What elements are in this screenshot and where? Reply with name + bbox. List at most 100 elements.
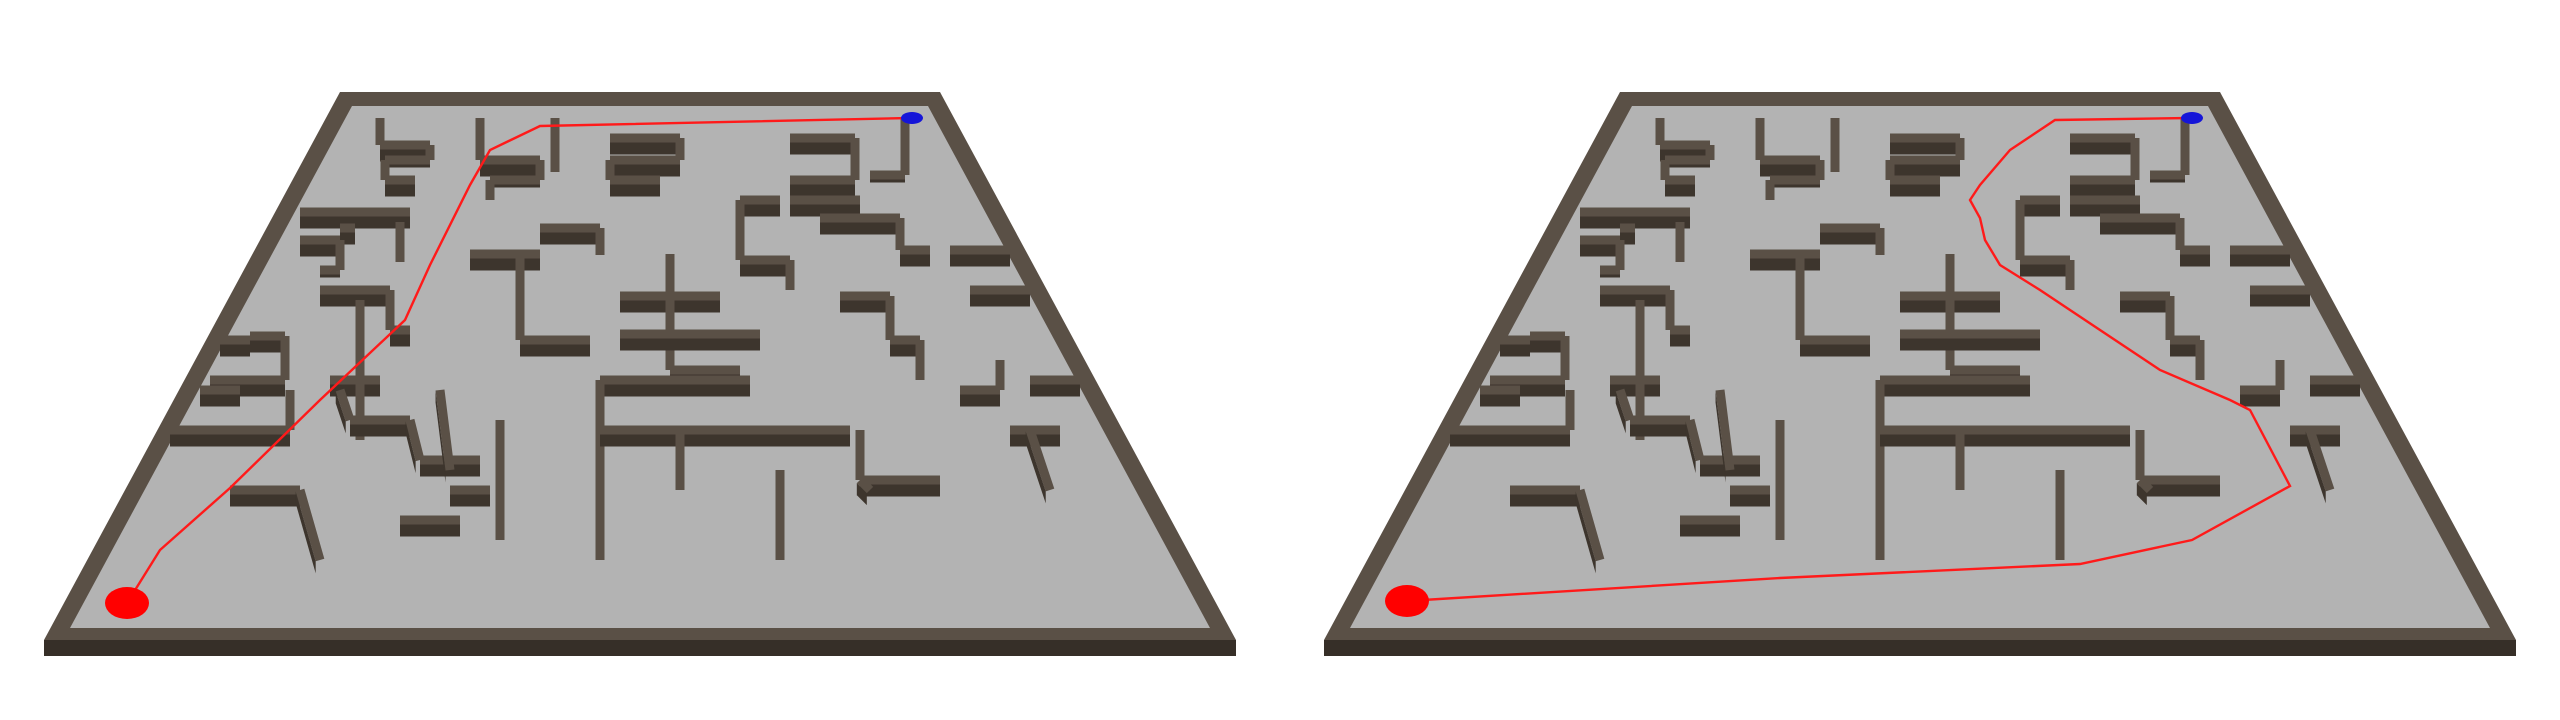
maze-wall	[335, 388, 355, 422]
maze-wall	[1755, 118, 1765, 160]
maze-wall	[1890, 133, 1960, 143]
maze-wall	[470, 249, 540, 259]
maze-wall	[2100, 213, 2180, 223]
maze-wall	[610, 175, 660, 185]
maze-wall	[300, 235, 340, 245]
maze-wall-side	[1520, 434, 1570, 447]
maze-wall	[856, 476, 874, 494]
maze-wall-side	[450, 494, 490, 507]
maze-wall-side	[470, 258, 540, 271]
maze-wall-side	[790, 142, 855, 155]
maze-wall	[1500, 335, 1530, 345]
maze-wall-side	[1800, 344, 1870, 357]
maze-wall	[2170, 335, 2200, 345]
maze-wall-side	[2250, 294, 2310, 307]
maze-wall	[1580, 207, 1690, 217]
maze-wall	[435, 389, 455, 471]
start-marker	[1385, 585, 1429, 617]
maze-wall	[950, 245, 1010, 255]
maze-wall-side	[385, 184, 415, 197]
maze-wall	[2070, 133, 2135, 143]
maze-wall	[1875, 228, 1885, 255]
maze-wall	[1680, 515, 1740, 525]
maze-wall	[390, 325, 410, 335]
maze-wall-side	[2310, 384, 2360, 397]
maze-wall	[405, 418, 425, 462]
maze-wall	[1620, 223, 1635, 233]
maze-wall-side	[1760, 164, 1820, 177]
maze-wall	[1530, 331, 1565, 341]
maze-wall	[1025, 428, 1055, 492]
maze-wall	[2136, 476, 2154, 494]
maze-wall-side	[2136, 483, 2147, 506]
maze-wall	[1885, 160, 1895, 180]
maze-wall	[2180, 245, 2210, 255]
maze-wall	[1750, 249, 1820, 259]
maze-wall-side	[2170, 344, 2200, 357]
maze-wall	[170, 425, 240, 435]
maze-wall	[785, 260, 795, 290]
maze-wall	[2240, 385, 2280, 395]
solution-path	[1406, 116, 2292, 603]
maze-wall-side	[350, 424, 410, 437]
maze-wall	[840, 291, 890, 301]
maze-wall-side	[320, 294, 390, 307]
maze-wall	[1480, 385, 1520, 395]
maze-wall-side	[1680, 524, 1740, 537]
maze-wall	[2020, 195, 2060, 205]
maze-wall-side	[540, 232, 600, 245]
maze-wall	[1670, 325, 1690, 335]
maze-wall-side	[1820, 232, 1880, 245]
maze-wall	[970, 285, 1030, 295]
maze-wall	[375, 118, 385, 145]
maze-wall-side	[1600, 294, 1670, 307]
maze-wall-side	[600, 434, 850, 447]
maze-wall	[1565, 390, 1575, 430]
maze-wall	[620, 329, 760, 339]
maze-wall-side	[420, 464, 480, 477]
maze-walls	[1450, 118, 2360, 574]
solution-path	[125, 116, 911, 604]
maze-wall	[2135, 430, 2145, 480]
maze-wall	[675, 430, 685, 490]
maze-wall	[870, 170, 905, 180]
maze-wall	[1880, 375, 2030, 385]
maze-wall	[1875, 380, 1885, 560]
maze-wall	[475, 118, 485, 160]
maze-wall	[2070, 195, 2140, 205]
maze-wall-side	[2100, 222, 2180, 235]
maze-wall	[820, 213, 900, 223]
maze-wall-side	[620, 338, 760, 351]
maze-wall	[895, 218, 905, 250]
maze-wall-side	[1025, 431, 1046, 504]
maze-wall	[1660, 140, 1710, 150]
goal-marker	[2181, 112, 2203, 124]
maze-wall	[395, 222, 405, 262]
maze-wall-side	[1630, 424, 1690, 437]
maze-wall	[495, 420, 505, 540]
maze-wall	[900, 245, 930, 255]
maze-wall	[2020, 255, 2070, 265]
maze-wall	[1630, 415, 1690, 425]
maze-wall	[900, 118, 910, 175]
maze-wall	[1615, 388, 1635, 422]
goal-marker	[901, 112, 923, 124]
maze-wall-side	[2070, 184, 2135, 197]
maze-wall-side	[740, 204, 780, 217]
maze-wall	[1665, 155, 1710, 165]
maze-wall	[1010, 425, 1060, 435]
maze-wall	[665, 254, 675, 370]
maze-wall	[1730, 485, 1770, 495]
maze-wall-side	[2240, 394, 2280, 407]
maze-wall	[515, 254, 525, 340]
maze-wall-side	[2305, 431, 2326, 504]
maze-wall	[885, 296, 895, 340]
maze-wall	[1890, 175, 1940, 185]
maze-wall-side	[740, 264, 790, 277]
maze-wall-side	[1685, 421, 1696, 474]
maze-wall-side	[1900, 338, 2040, 351]
maze-wall-side	[240, 434, 290, 447]
maze-wall	[995, 360, 1005, 390]
maze-wall-side	[1530, 340, 1565, 353]
